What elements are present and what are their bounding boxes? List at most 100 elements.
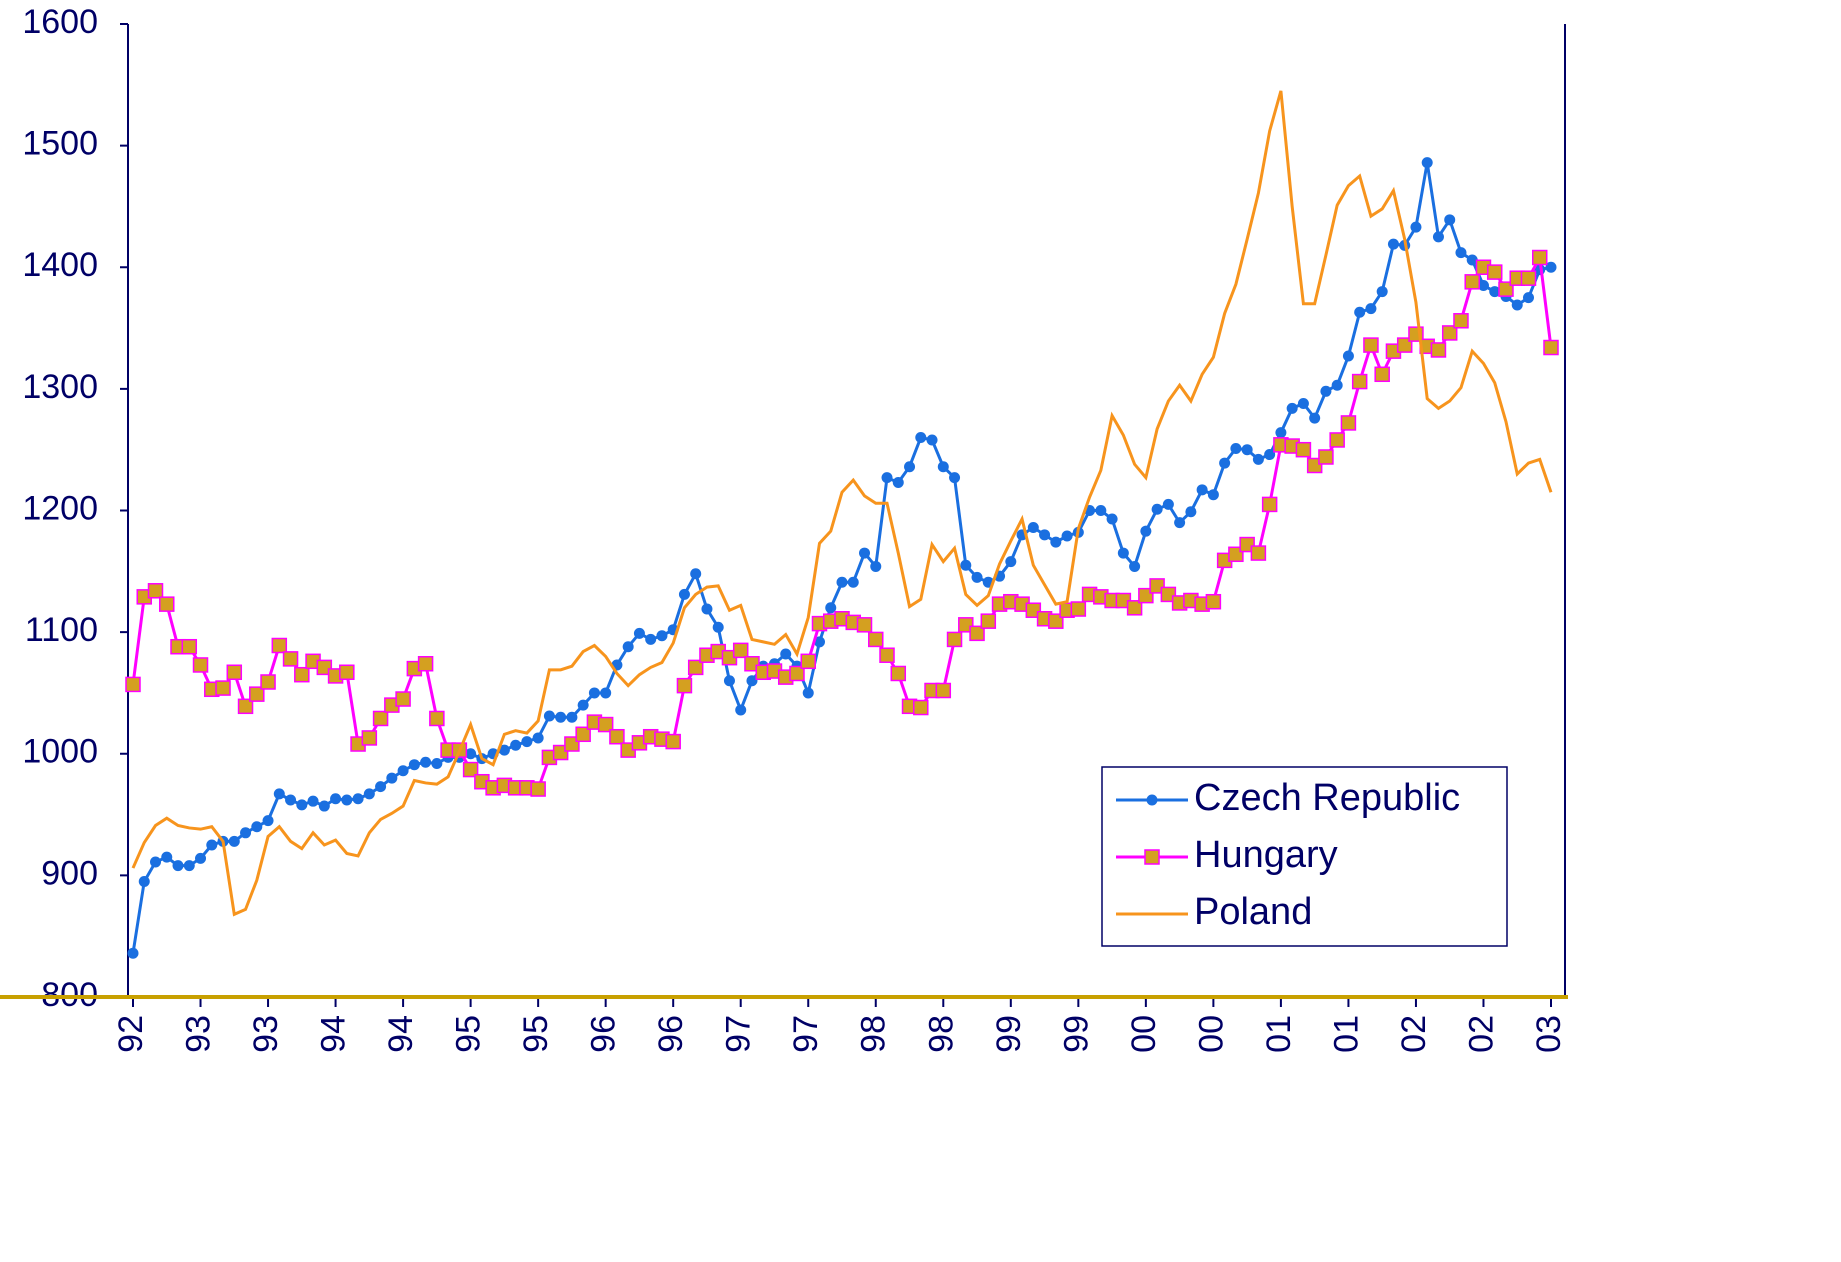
y-tick-label: 1200 xyxy=(22,489,98,527)
y-tick-label: 1400 xyxy=(22,246,98,284)
data-point xyxy=(498,744,510,756)
y-tick-label: 1300 xyxy=(22,368,98,406)
data-point xyxy=(971,571,983,583)
data-point xyxy=(1095,505,1107,516)
data-point xyxy=(588,687,600,699)
legend-label: Poland xyxy=(1194,891,1312,933)
data-point xyxy=(249,686,265,702)
data-point xyxy=(1061,530,1073,542)
data-point xyxy=(1466,254,1478,266)
data-point xyxy=(215,680,231,696)
data-point xyxy=(1005,556,1017,568)
data-point xyxy=(915,432,927,444)
data-point xyxy=(1363,337,1379,353)
data-point xyxy=(159,596,175,612)
legend-marker xyxy=(1146,794,1158,806)
data-point xyxy=(375,781,387,793)
data-point xyxy=(1140,525,1152,537)
data-point xyxy=(1453,313,1469,329)
legend-marker xyxy=(1144,849,1160,865)
data-point xyxy=(296,799,308,811)
data-point xyxy=(1342,350,1354,362)
data-point xyxy=(147,583,164,599)
data-point xyxy=(125,676,141,693)
y-tick-label: 1100 xyxy=(25,611,98,649)
data-point xyxy=(1432,231,1444,243)
data-point xyxy=(1275,427,1287,439)
data-point xyxy=(1545,261,1557,273)
data-point xyxy=(1340,415,1357,431)
data-point xyxy=(181,638,198,655)
data-point xyxy=(1295,441,1312,458)
data-point xyxy=(386,772,398,784)
data-point xyxy=(530,781,546,797)
data-point xyxy=(555,711,567,723)
data-point xyxy=(780,648,792,660)
x-tick-label: 98 xyxy=(922,1015,960,1053)
data-point xyxy=(420,756,432,768)
data-point xyxy=(949,472,961,484)
data-point xyxy=(1309,412,1321,424)
x-tick-label: 02 xyxy=(1462,1015,1500,1053)
data-point xyxy=(735,704,747,716)
data-point xyxy=(1286,402,1298,414)
data-point xyxy=(1241,444,1253,456)
data-point xyxy=(678,588,690,600)
data-point xyxy=(701,603,713,615)
data-point xyxy=(723,675,735,687)
data-point xyxy=(1320,385,1332,397)
data-point xyxy=(609,728,625,745)
data-point xyxy=(161,851,173,863)
data-point xyxy=(282,651,299,667)
legend-label: Hungary xyxy=(1194,834,1338,876)
data-point xyxy=(237,698,254,715)
data-point xyxy=(597,716,614,733)
x-tick-label: 01 xyxy=(1327,1015,1365,1053)
data-point xyxy=(1297,397,1309,409)
data-point xyxy=(150,856,162,868)
data-point xyxy=(1376,286,1388,298)
data-point xyxy=(361,730,378,746)
data-point xyxy=(1239,536,1255,553)
data-point xyxy=(285,794,297,806)
data-point xyxy=(913,699,929,716)
data-point xyxy=(1331,379,1343,391)
data-point xyxy=(969,625,985,642)
data-point xyxy=(746,675,758,687)
x-tick-label: 03 xyxy=(1530,1015,1568,1053)
data-point xyxy=(789,665,805,682)
data-point xyxy=(127,947,139,959)
data-point xyxy=(633,627,645,639)
data-point xyxy=(271,637,288,654)
data-point xyxy=(1486,264,1503,280)
x-tick-label: 00 xyxy=(1125,1015,1163,1053)
data-point xyxy=(1329,432,1345,448)
x-tick-label: 99 xyxy=(990,1015,1028,1053)
x-tick-label: 93 xyxy=(247,1015,285,1053)
data-point xyxy=(363,788,375,800)
data-point xyxy=(1126,600,1143,616)
data-point xyxy=(879,647,895,663)
data-point xyxy=(687,659,704,676)
data-point xyxy=(341,794,353,806)
data-point xyxy=(870,560,882,572)
data-point xyxy=(1430,342,1447,358)
data-point xyxy=(465,748,477,760)
data-point xyxy=(408,759,420,771)
data-point xyxy=(307,795,319,807)
data-point xyxy=(1117,547,1129,559)
data-point xyxy=(836,576,848,588)
data-point xyxy=(958,617,974,633)
data-point xyxy=(890,665,907,682)
data-point xyxy=(1207,489,1219,501)
x-tick-label: 96 xyxy=(585,1015,623,1053)
data-point xyxy=(316,659,333,676)
data-point xyxy=(1498,281,1514,297)
y-tick-label: 1600 xyxy=(22,3,98,41)
data-point xyxy=(330,793,342,805)
data-point xyxy=(195,852,207,864)
data-point xyxy=(397,765,409,777)
data-point xyxy=(904,461,916,473)
data-point xyxy=(1477,279,1489,291)
